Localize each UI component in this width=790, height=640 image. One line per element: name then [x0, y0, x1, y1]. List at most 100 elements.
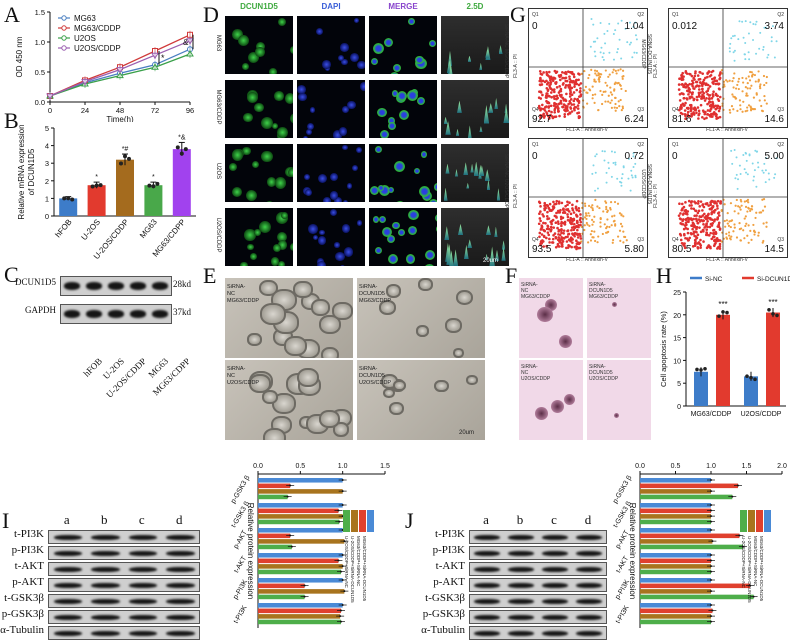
- blot-strip: [48, 530, 200, 544]
- event-dot: [608, 226, 610, 228]
- event-dot: [737, 81, 739, 83]
- event-dot: [752, 73, 754, 75]
- cell-signal: [242, 63, 249, 70]
- event-dot: [684, 237, 687, 240]
- blot-band: [166, 615, 195, 620]
- event-dot: [570, 213, 573, 216]
- micrograph-tile: [369, 144, 437, 202]
- event-dot: [547, 89, 550, 92]
- event-dot: [605, 202, 607, 204]
- event-dot: [690, 201, 693, 204]
- tile-label: SiRNA-DCUN1D5 U2OS/CDDP: [359, 366, 377, 387]
- event-dot: [613, 69, 615, 71]
- event-dot: [583, 89, 585, 91]
- surface-peak: [445, 164, 449, 174]
- event-dot: [698, 71, 701, 74]
- event-dot: [774, 56, 776, 58]
- event-dot: [748, 75, 750, 77]
- event-dot: [558, 85, 561, 88]
- data-point: [710, 615, 712, 617]
- nucleus: [352, 165, 358, 171]
- event-dot: [575, 89, 578, 92]
- event-dot: [756, 21, 758, 23]
- event-dot: [726, 219, 728, 221]
- event-dot: [744, 53, 746, 55]
- cell-signal: [243, 113, 252, 122]
- event-dot: [758, 48, 760, 50]
- data-point: [304, 585, 306, 587]
- event-dot: [610, 91, 612, 93]
- event-dot: [541, 213, 544, 216]
- event-dot: [679, 212, 682, 215]
- event-dot: [719, 96, 722, 99]
- event-dot: [606, 30, 608, 32]
- event-dot: [620, 214, 622, 216]
- data-point: [710, 479, 712, 481]
- micrograph-tile: [369, 208, 437, 266]
- bright-field-tile: SiRNA-DCUN1D5 MG63/CDDP: [357, 278, 485, 358]
- blot-band: [576, 583, 602, 588]
- event-dot: [602, 233, 604, 235]
- event-dot: [558, 74, 561, 77]
- surface-peak: [474, 162, 479, 177]
- nucleus: [339, 127, 348, 136]
- event-dot: [599, 73, 601, 75]
- event-dot: [746, 210, 748, 212]
- surface-peak: [468, 125, 472, 138]
- event-dot: [768, 172, 770, 174]
- event-dot: [713, 77, 716, 80]
- bar: [258, 609, 341, 614]
- significance-mark: *: [152, 174, 155, 181]
- blot-band: [54, 551, 83, 556]
- event-dot: [733, 51, 735, 53]
- event-dot: [723, 85, 725, 87]
- event-dot: [613, 215, 615, 217]
- event-dot: [590, 206, 592, 208]
- blot-band: [508, 535, 534, 540]
- event-dot: [717, 239, 720, 242]
- cell-cluster: [319, 410, 340, 428]
- cell-signal: [232, 187, 242, 197]
- bar: [258, 478, 343, 483]
- event-dot: [539, 70, 542, 73]
- nucleus: [298, 93, 307, 102]
- data-point: [342, 604, 344, 606]
- event-dot: [592, 97, 594, 99]
- event-dot: [718, 221, 721, 224]
- data-point: [342, 565, 344, 567]
- blot-band: [576, 615, 602, 620]
- blot-band: [542, 551, 568, 556]
- event-dot: [545, 94, 548, 97]
- event-dot: [748, 58, 750, 60]
- event-dot: [738, 88, 740, 90]
- event-dot: [698, 110, 701, 113]
- event-dot: [576, 200, 579, 203]
- event-dot: [562, 222, 565, 225]
- event-dot: [747, 173, 749, 175]
- event-dot: [587, 77, 589, 79]
- legend-entry: U-2OS/CDDP+SiRNA-DCUN1D5: [350, 536, 355, 603]
- event-dot: [614, 29, 616, 31]
- event-dot: [572, 218, 575, 221]
- flow-x-label: FL1-A :: Annexin-V: [528, 127, 646, 133]
- event-dot: [630, 42, 632, 44]
- legend-swatch: [748, 510, 755, 532]
- event-dot: [712, 205, 715, 208]
- quadrant-q1-value: 0.012: [672, 21, 697, 32]
- blot-row-label: p-AKT: [0, 576, 44, 588]
- event-dot: [555, 200, 558, 203]
- event-dot: [611, 224, 613, 226]
- event-dot: [578, 84, 581, 87]
- event-dot: [702, 240, 705, 243]
- event-dot: [554, 116, 557, 119]
- bar: [258, 559, 338, 564]
- event-dot: [594, 93, 596, 95]
- merged-cell: [373, 216, 379, 222]
- lane-label: a: [469, 512, 503, 528]
- event-dot: [716, 205, 719, 208]
- event-dot: [705, 97, 708, 100]
- event-dot: [635, 34, 637, 36]
- data-point: [343, 590, 345, 592]
- event-dot: [732, 35, 734, 37]
